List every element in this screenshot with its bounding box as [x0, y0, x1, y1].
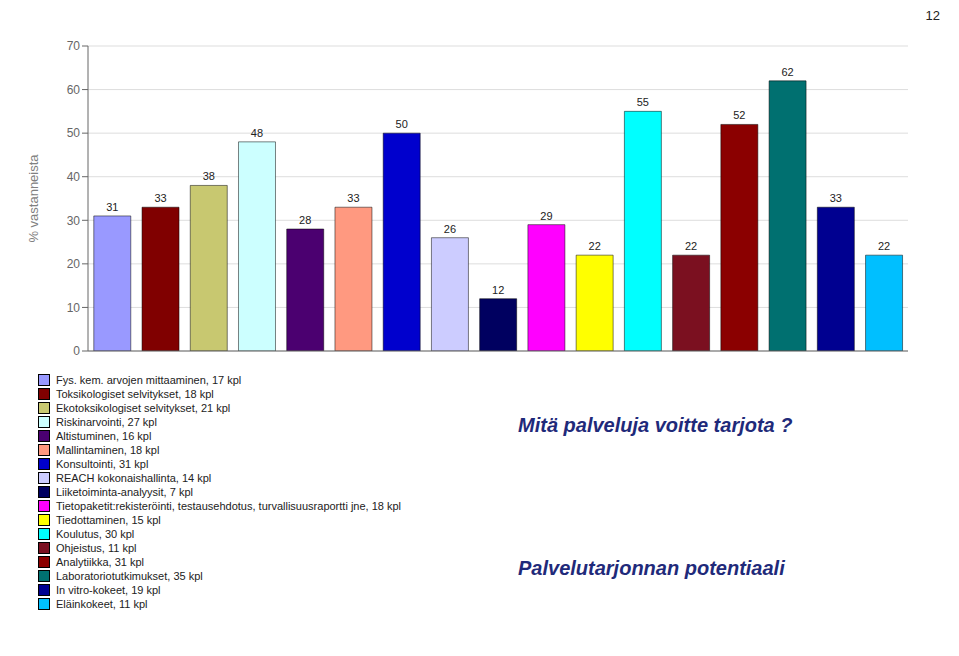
html-text:Konsultointi, 31 kpl: Konsultointi, 31 kpl	[56, 458, 149, 470]
svg-text:12: 12	[492, 284, 504, 296]
svg-text:33: 33	[154, 192, 166, 204]
html-text:Mallintaminen, 18 kpl: Mallintaminen, 18 kpl	[56, 444, 160, 456]
html-text:Ekotoksikologiset selvitykset,: Ekotoksikologiset selvitykset, 21 kpl	[56, 402, 231, 414]
svg-text:31: 31	[106, 201, 118, 213]
svg-text:28: 28	[299, 214, 311, 226]
html-text:Tiedottaminen, 15 kpl: Tiedottaminen, 15 kpl	[56, 514, 161, 526]
svg-text:22: 22	[589, 240, 601, 252]
svg-text:55: 55	[637, 96, 649, 108]
svg-text:38: 38	[203, 170, 215, 182]
svg-text:20: 20	[67, 257, 81, 271]
html-text:Eläinkokeet, 11 kpl: Eläinkokeet, 11 kpl	[56, 598, 148, 610]
html-text:Palvelutarjonnan potentiaali: Palvelutarjonnan potentiaali	[518, 557, 785, 579]
svg-text:0: 0	[73, 344, 80, 358]
html-text:Mitä palveluja voitte tarjota: Mitä palveluja voitte tarjota ?	[518, 414, 793, 436]
html-text:Fys. kem. arvojen mittaaminen,: Fys. kem. arvojen mittaaminen, 17 kpl	[56, 374, 242, 386]
svg-text:52: 52	[733, 109, 745, 121]
svg-text:50: 50	[396, 118, 408, 130]
svg-text:62: 62	[781, 66, 793, 78]
svg-text:60: 60	[67, 83, 81, 97]
html-text:Ohjeistus, 11 kpl: Ohjeistus, 11 kpl	[56, 542, 137, 554]
svg-text:30: 30	[67, 214, 81, 228]
svg-text:48: 48	[251, 127, 263, 139]
svg-text:70: 70	[67, 39, 81, 53]
html-text:Analytiikka, 31 kpl: Analytiikka, 31 kpl	[56, 556, 144, 568]
html-text:REACH kokonaishallinta, 14 kpl: REACH kokonaishallinta, 14 kpl	[56, 472, 212, 484]
html-text:Tietopaketit:rekisteröinti, te: Tietopaketit:rekisteröinti, testausehdot…	[56, 500, 401, 512]
svg-text:33: 33	[347, 192, 359, 204]
svg-text:26: 26	[444, 223, 456, 235]
svg-text:22: 22	[878, 240, 890, 252]
svg-text:50: 50	[67, 126, 81, 140]
html-text:12: 12	[925, 8, 940, 23]
svg-text:22: 22	[685, 240, 697, 252]
html-text:Altistuminen, 16 kpl: Altistuminen, 16 kpl	[56, 430, 152, 442]
html-text:Riskinarvointi, 27 kpl: Riskinarvointi, 27 kpl	[56, 416, 157, 428]
html-text:Toksikologiset selvitykset, 18: Toksikologiset selvitykset, 18 kpl	[56, 388, 214, 400]
svg-text:33: 33	[830, 192, 842, 204]
html-text:In vitro-kokeet, 19 kpl: In vitro-kokeet, 19 kpl	[56, 584, 161, 596]
svg-text:% vastanneista: % vastanneista	[26, 154, 41, 243]
html-text:Koulutus, 30 kpl: Koulutus, 30 kpl	[56, 528, 135, 540]
svg-text:10: 10	[67, 301, 81, 315]
html-text:Liiketoiminta-analyysit, 7 kpl: Liiketoiminta-analyysit, 7 kpl	[56, 486, 193, 498]
svg-text:29: 29	[540, 210, 552, 222]
html-text:Laboratoriotutkimukset, 35 kpl: Laboratoriotutkimukset, 35 kpl	[56, 570, 203, 582]
svg-text:40: 40	[67, 170, 81, 184]
